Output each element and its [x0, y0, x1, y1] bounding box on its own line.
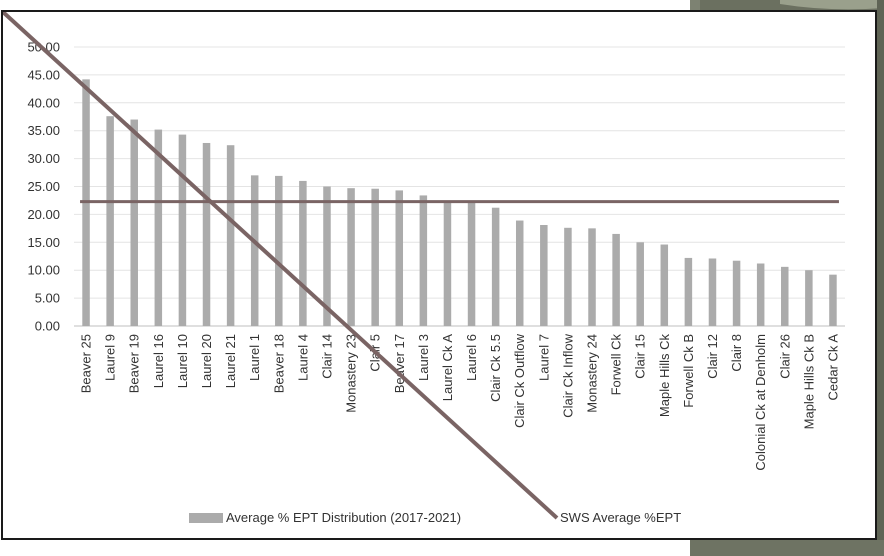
- x-tick-label: Laurel 7: [536, 334, 551, 381]
- bar: [708, 258, 717, 326]
- bar: [299, 180, 307, 326]
- x-tick-label: Laurel 4: [295, 334, 310, 381]
- x-tick-label: Laurel 3: [416, 334, 431, 381]
- x-tick-label: Laurel 1: [247, 334, 262, 381]
- x-tick-label: Beaver 18: [271, 334, 286, 393]
- y-tick-label: 30.00: [27, 151, 60, 166]
- bar: [732, 260, 741, 326]
- x-tick-label: Laurel 20: [199, 334, 214, 388]
- bar: [443, 201, 452, 326]
- bar: [130, 119, 138, 326]
- x-tick-label: Laurel 6: [464, 334, 479, 381]
- x-tick-label: Cedar Ck A: [825, 334, 840, 401]
- x-tick-label: Monastery 24: [585, 334, 600, 413]
- legend-line-label: SWS Average %EPT: [560, 510, 681, 525]
- legend-bar-swatch: [189, 513, 223, 523]
- y-tick-label: 0.00: [35, 319, 60, 334]
- x-tick-label: Clair Ck Inflow: [560, 333, 575, 417]
- y-tick-label: 40.00: [27, 95, 60, 110]
- x-tick-label: Clair Ck 5.5: [488, 334, 503, 402]
- bar: [540, 225, 548, 326]
- bar: [756, 263, 765, 326]
- bar: [588, 228, 596, 326]
- x-tick-label: Beaver 19: [127, 334, 142, 393]
- chart-legend: Average % EPT Distribution (2017-2021) S…: [3, 12, 681, 525]
- y-tick-label: 15.00: [27, 235, 60, 250]
- bar: [829, 274, 837, 326]
- legend-bar-label: Average % EPT Distribution (2017-2021): [226, 510, 461, 525]
- bar: [684, 257, 693, 326]
- bar: [106, 116, 114, 326]
- x-tick-label: Clair 15: [633, 334, 648, 379]
- bar: [250, 175, 259, 326]
- x-tick-label: Clair 12: [705, 334, 720, 379]
- ept-bar-chart: 0.00 5.00 10.00 15.00 20.00 25.00 30.00 35.00 40…: [3, 12, 845, 525]
- bar: [347, 188, 355, 326]
- bar: [636, 242, 644, 326]
- bar: [154, 129, 163, 326]
- x-tick-label: Laurel Ck A: [440, 334, 455, 402]
- y-tick-label: 10.00: [27, 263, 60, 278]
- bar: [371, 188, 379, 326]
- x-tick-label: Colonial Ck at Denholm: [753, 334, 768, 471]
- bar: [805, 270, 813, 326]
- bar: [419, 195, 428, 326]
- x-tick-label: Laurel 16: [151, 334, 166, 388]
- x-tick-label: Laurel 9: [103, 334, 118, 381]
- bar: [491, 207, 500, 326]
- chart-frame: 0.00 5.00 10.00 15.00 20.00 25.00 30.00 35.00 40…: [1, 10, 877, 540]
- legend-line-swatch: [3, 12, 559, 520]
- bar: [781, 266, 789, 326]
- y-tick-label: 25.00: [27, 179, 60, 194]
- bar: [612, 233, 620, 326]
- y-tick-label: 35.00: [27, 123, 60, 138]
- bar: [467, 201, 476, 326]
- x-tick-label: Forwell Ck: [609, 334, 624, 396]
- bar: [178, 134, 187, 326]
- x-tick-label: Laurel 10: [175, 334, 190, 388]
- x-tick-label: Forwell Ck B: [681, 334, 696, 408]
- bar: [395, 190, 404, 326]
- y-tick-label: 20.00: [27, 207, 60, 222]
- x-tick-label: Clair 14: [319, 334, 334, 379]
- bar: [660, 244, 669, 326]
- bar: [202, 142, 211, 326]
- bar: [323, 186, 331, 326]
- bar: [515, 220, 524, 326]
- y-tick-label: 5.00: [35, 291, 60, 306]
- x-tick-label: Beaver 25: [79, 334, 94, 393]
- x-tick-label: Clair 8: [729, 334, 744, 372]
- bar: [275, 175, 283, 326]
- bar: [226, 145, 235, 326]
- x-tick-label: Maple Hills Ck B: [801, 334, 816, 429]
- bar: [564, 227, 572, 326]
- x-tick-label: Maple Hills Ck: [657, 334, 672, 418]
- x-tick-label: Laurel 21: [223, 334, 238, 388]
- y-tick-label: 45.00: [27, 67, 60, 82]
- x-tick-label: Beaver 17: [392, 334, 407, 393]
- x-tick-label: Monastery 23: [344, 334, 359, 413]
- x-tick-label: Clair 26: [777, 334, 792, 379]
- x-tick-label: Clair Ck Outflow: [512, 333, 527, 428]
